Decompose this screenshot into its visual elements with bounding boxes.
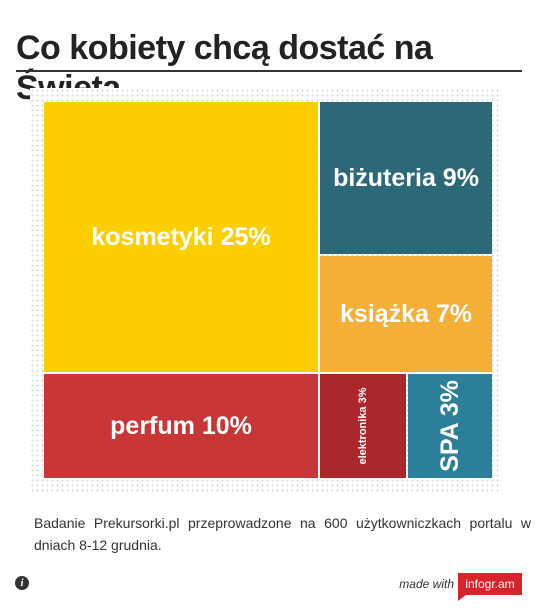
title-divider: [16, 70, 522, 72]
treemap-label-kosmetyki: kosmetyki 25%: [91, 223, 270, 251]
treemap-cell-bizuteria: [320, 102, 492, 254]
treemap-cell-kosmetyki: [44, 102, 318, 372]
treemap-label-perfum: perfum 10%: [110, 412, 252, 440]
brand-logo[interactable]: infogr.am: [458, 573, 522, 595]
treemap-chart: kosmetyki 25% biżuteria 9% książka 7% perfu…: [44, 102, 492, 478]
source-note: Badanie Prekursorki.pl przeprowadzone na…: [34, 515, 531, 553]
treemap-label-spa: SPA 3%: [436, 380, 464, 472]
treemap-label-elektronika: elektronika 3%: [357, 387, 369, 464]
treemap-label-ksiazka: książka 7%: [340, 300, 472, 328]
treemap-cell-elektronika: [320, 374, 406, 478]
treemap-cell-spa: [408, 374, 492, 478]
treemap-cell-perfum: [44, 374, 318, 478]
info-icon[interactable]: i: [15, 576, 29, 590]
brand-logo-tail: [458, 595, 466, 601]
treemap-cell-ksiazka: [320, 256, 492, 372]
made-with-label: made with: [399, 577, 454, 591]
treemap-label-bizuteria: biżuteria 9%: [333, 164, 479, 192]
chart-area: kosmetyki 25% biżuteria 9% książka 7% perfu…: [30, 88, 502, 492]
